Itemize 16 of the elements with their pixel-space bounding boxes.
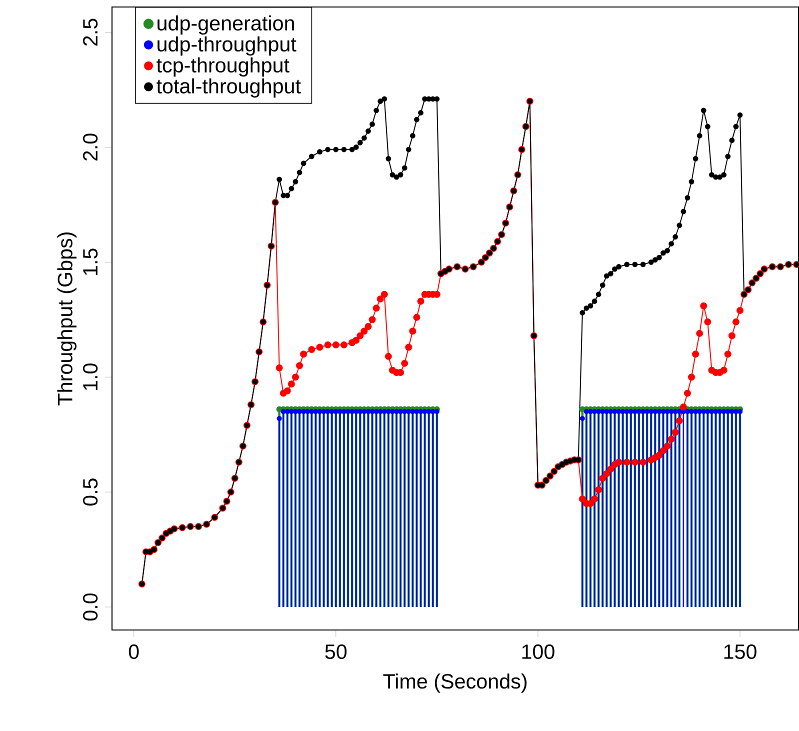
y-tick-label: 1.0: [83, 364, 98, 390]
y-axis-title: Throughput (Gbps): [57, 232, 77, 406]
x-tick-label: 0: [128, 644, 139, 660]
x-axis-title: Time (Seconds): [383, 673, 527, 693]
x-tick-label: 50: [325, 644, 347, 660]
y-tick-label: 0.0: [83, 593, 98, 621]
legend-label: total-throughput: [156, 78, 301, 98]
x-tick-label: 150: [724, 644, 756, 660]
y-tick-label: 1.5: [83, 248, 98, 275]
y-tick-label: 2.5: [83, 18, 98, 46]
legend-label: udp-throughput: [158, 36, 296, 56]
legend-label: udp-generation: [158, 15, 294, 35]
x-tick-label: 100: [522, 644, 554, 660]
y-tick-label: 0.5: [83, 478, 98, 506]
y-tick-label: 2.0: [83, 134, 98, 161]
legend-label: tcp-throughput: [156, 57, 290, 77]
